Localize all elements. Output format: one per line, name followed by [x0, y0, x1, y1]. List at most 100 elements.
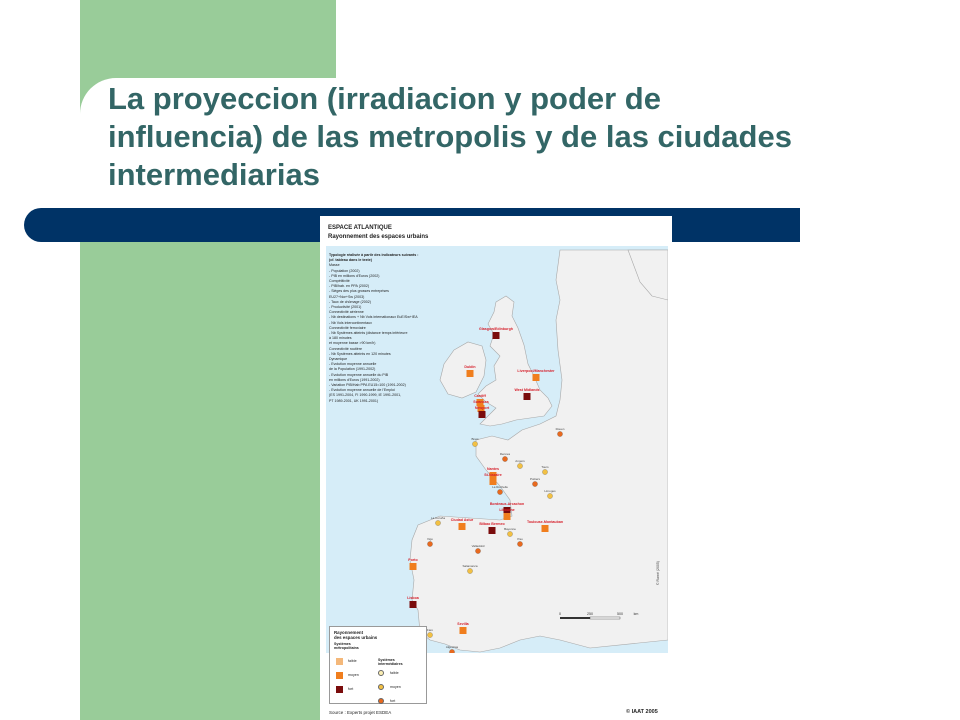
legend-swatch: [336, 686, 343, 693]
indicator-line: - Nb Systèmes atteints en 120 minutes: [329, 351, 391, 356]
indicator-list: Typologie réalisée à partir des indicate…: [329, 253, 435, 404]
atlantic-map: Glasgow/Edinburgh Dublin Liverpool/Manches…: [326, 246, 668, 653]
legend-label: moyen: [348, 673, 359, 677]
scale-label: km: [634, 612, 639, 616]
city-label: Glasgow/Edinburgh: [479, 327, 513, 331]
continent-landmass: [409, 249, 668, 653]
city-marker: [547, 493, 553, 499]
city-angers: Angers: [515, 459, 525, 469]
city-label: St-Nazaire: [484, 473, 502, 477]
city-label: Rennes: [500, 452, 511, 456]
city-cardiff: Cardiff: [474, 394, 487, 406]
indicator-line: - Nb Systèmes atteints (distance temps i…: [329, 331, 408, 336]
legend-swatch: [336, 658, 343, 665]
city-marker: [503, 507, 511, 514]
indicator-line: (ES 1991-2004, FI 1990-1999, IE 1991-200…: [329, 393, 402, 398]
scale-labels: 0 250 500 km: [559, 612, 638, 616]
map-credit: © Ramé (2005): [656, 561, 660, 585]
city-newport: Newport: [475, 406, 490, 418]
city-vigo: Vigo: [427, 537, 433, 547]
indicator-line: Connectivité routière: [329, 346, 362, 351]
indicator-line: - Evolution moyenne annuelle de l'Emploi: [329, 388, 395, 393]
city-rouen: Rouen: [556, 427, 565, 437]
map-source: Source : Experts projet ESDEA: [329, 710, 392, 715]
city-label: Angers: [515, 459, 525, 463]
map-copyright: © IAAT 2005: [626, 709, 658, 715]
city-libourne: Libourne: [499, 508, 515, 520]
city-marker: [449, 649, 455, 653]
indicator-line: de la Population (1991-2002): [329, 367, 376, 372]
indicator-line: - Evolution moyenne annuelle: [329, 362, 377, 367]
city-marker: [517, 463, 523, 469]
city-label: La Rochelle: [492, 485, 508, 489]
city-marker: [542, 469, 548, 475]
indicator-line: - Population (2002): [329, 268, 360, 273]
legend-label: fort: [348, 687, 354, 691]
indicator-line: EU27+Nor+Sw (2003): [329, 294, 365, 299]
city-marker: [467, 568, 473, 574]
indicator-line: en millions d'Euros (1991-2002): [329, 377, 380, 382]
land-masses: [409, 249, 668, 653]
city-marker: [409, 563, 417, 570]
city-marker: [427, 541, 433, 547]
city-marker: [532, 481, 538, 487]
city-label: Bayonne: [504, 527, 516, 531]
city-marker: [488, 527, 496, 534]
city-marker: [502, 456, 508, 462]
indicator-line: Connectivité aérienne: [329, 310, 364, 315]
legend-label: faible: [348, 659, 357, 663]
city-label: Poitiers: [530, 477, 541, 481]
great-britain-landmass: [477, 295, 553, 427]
indicator-line: Connectivité ferroviaire: [329, 325, 366, 330]
city-dublin: Dublin: [464, 365, 476, 377]
city-label: Brest: [471, 437, 478, 441]
city-marker: [492, 332, 500, 339]
title-panel: [80, 78, 880, 218]
city-la-rochelle: La Rochelle: [492, 485, 508, 495]
city-label: Cardiff: [474, 394, 486, 398]
city-nantes: Nantes: [487, 467, 499, 479]
indicator-line: - PIB en millions d'Euros (2002): [329, 273, 380, 278]
city-label: Ciudad Astur: [451, 518, 474, 522]
indicator-line: - Variation PIB/Hab PPA EU15=100 (1991-2…: [329, 383, 406, 388]
scale-bar: [560, 616, 621, 620]
city-ciudad-astur: Ciudad Astur: [451, 518, 474, 530]
city-label: Salamanca: [462, 564, 477, 568]
indicator-line: - PIB/hab. en PPA (2002): [329, 284, 370, 289]
indicator-line: Masse: [329, 263, 340, 268]
city-label: Tours: [541, 465, 549, 469]
city-labels: Glasgow/Edinburgh Dublin Liverpool/Manches…: [407, 327, 565, 653]
city-label: Algeciras: [446, 645, 459, 649]
indicator-line: Compétitivité: [329, 279, 350, 284]
city-toulouse-montauban: Toulouse-Montauban: [527, 520, 563, 532]
city-marker: [497, 489, 503, 495]
city-marker: [503, 513, 511, 520]
city-limoges: Limoges: [544, 489, 556, 499]
city-marker: [517, 541, 523, 547]
city-porto: Porto: [408, 558, 418, 570]
city-marker: [458, 523, 466, 530]
city-marker: [435, 520, 441, 526]
city-label: Pau: [517, 537, 523, 541]
inter-heading: Systèmes intermédiaires: [378, 658, 403, 667]
city-label: Swansea: [473, 400, 489, 404]
legend-label: fort: [390, 699, 396, 703]
indicator-line: Dynamique: [329, 357, 348, 362]
city-marker: [489, 472, 497, 479]
city-rennes: Rennes: [500, 452, 511, 462]
legend-swatch: [378, 670, 384, 676]
map-legend: Rayonnement des espaces urbains Systèmes…: [329, 626, 427, 704]
city-algeciras: Algeciras: [446, 645, 459, 653]
city-st-nazaire: St-Nazaire: [484, 473, 502, 485]
city-label: Valladolid: [472, 544, 485, 548]
city-marker: [476, 399, 484, 406]
city-faro: Faro: [427, 628, 433, 638]
indicator-line: - Evolution moyenne annuelle du PIB: [329, 372, 389, 377]
city-label: Liverpool/Manchester: [517, 369, 555, 373]
city-label: La Coruña: [431, 516, 445, 520]
city-marker: [475, 548, 481, 554]
city-liverpool-manchester: Liverpool/Manchester: [517, 369, 555, 381]
slide-title: La proyeccion (irradiacion y poder de in…: [108, 81, 792, 192]
legend-swatch: [336, 672, 343, 679]
city-west-midlands: West Midlands: [514, 388, 540, 400]
